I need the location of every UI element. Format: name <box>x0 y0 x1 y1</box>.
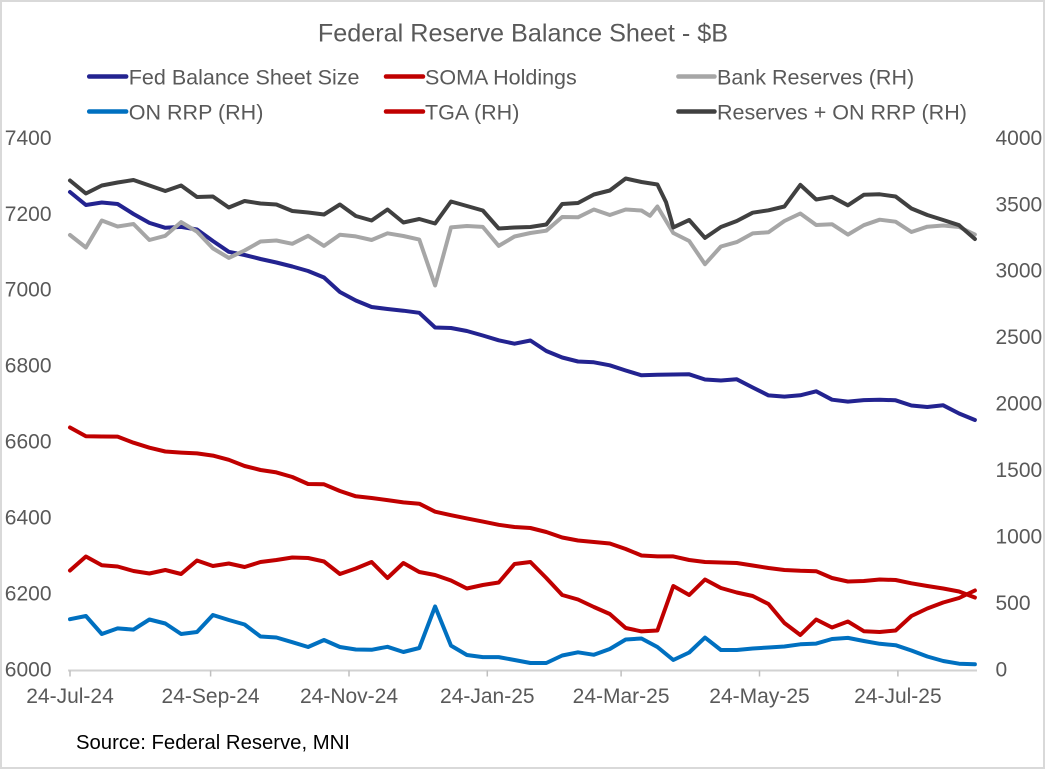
svg-text:6200: 6200 <box>5 583 52 606</box>
svg-text:24-Jul-24: 24-Jul-24 <box>26 685 114 708</box>
svg-text:24-Mar-25: 24-Mar-25 <box>573 685 670 708</box>
svg-text:ON RRP (RH): ON RRP (RH) <box>129 100 264 124</box>
svg-text:7200: 7200 <box>5 203 52 226</box>
svg-text:6800: 6800 <box>5 355 52 378</box>
svg-text:7400: 7400 <box>5 127 52 150</box>
svg-text:2500: 2500 <box>996 326 1043 349</box>
svg-text:24-Nov-24: 24-Nov-24 <box>300 685 398 708</box>
svg-text:Reserves + ON RRP (RH): Reserves + ON RRP (RH) <box>717 100 967 124</box>
svg-text:6000: 6000 <box>5 659 52 682</box>
svg-text:4000: 4000 <box>996 127 1043 150</box>
svg-text:24-Sep-24: 24-Sep-24 <box>162 685 260 708</box>
svg-text:24-May-25: 24-May-25 <box>709 685 809 708</box>
svg-text:0: 0 <box>996 659 1008 682</box>
svg-text:6600: 6600 <box>5 431 52 454</box>
svg-text:Fed Balance Sheet Size: Fed Balance Sheet Size <box>129 65 360 89</box>
svg-text:Bank Reserves (RH): Bank Reserves (RH) <box>717 65 914 89</box>
svg-text:SOMA Holdings: SOMA Holdings <box>425 65 577 89</box>
svg-text:500: 500 <box>996 592 1031 615</box>
svg-text:2000: 2000 <box>996 393 1043 416</box>
svg-text:Source: Federal Reserve, MNI: Source: Federal Reserve, MNI <box>76 732 350 754</box>
svg-text:7000: 7000 <box>5 279 52 302</box>
svg-text:TGA (RH): TGA (RH) <box>425 100 519 124</box>
svg-text:1500: 1500 <box>996 459 1043 482</box>
svg-text:24-Jul-25: 24-Jul-25 <box>854 685 942 708</box>
svg-text:3500: 3500 <box>996 193 1043 216</box>
svg-text:1000: 1000 <box>996 526 1043 549</box>
svg-text:24-Jan-25: 24-Jan-25 <box>440 685 535 708</box>
svg-text:3000: 3000 <box>996 260 1043 283</box>
svg-text:6400: 6400 <box>5 507 52 530</box>
svg-text:Federal Reserve Balance Sheet: Federal Reserve Balance Sheet - $B <box>318 20 728 48</box>
